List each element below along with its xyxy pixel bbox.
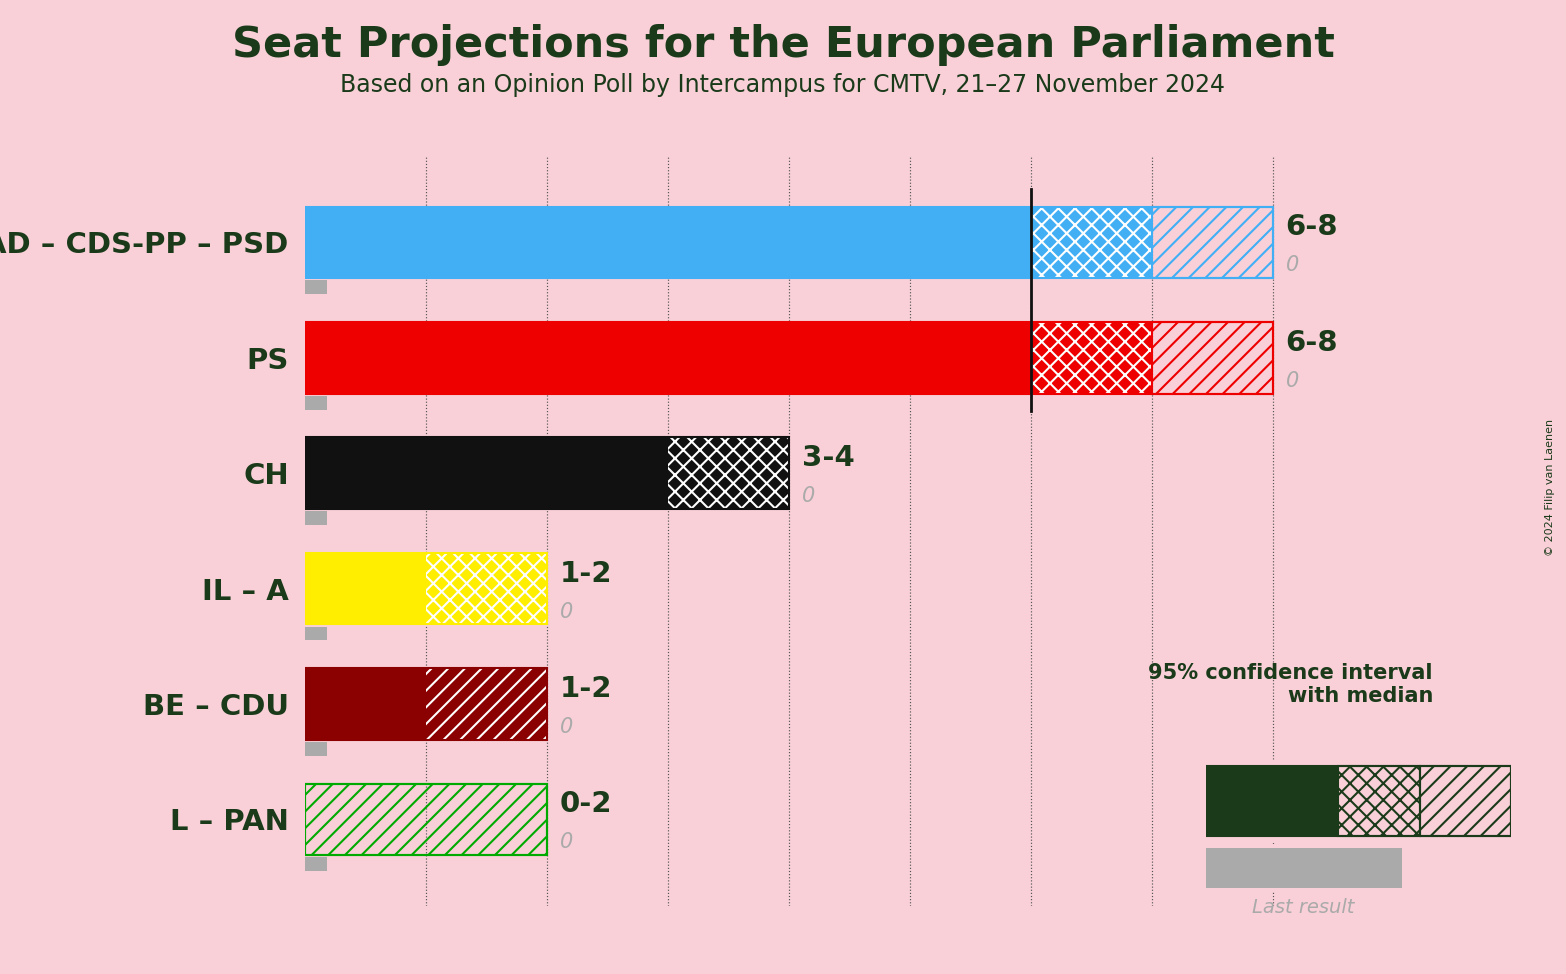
Bar <box>426 668 548 739</box>
Bar <box>1206 848 1402 887</box>
Bar <box>305 553 426 624</box>
Bar <box>1153 322 1273 393</box>
Bar <box>305 783 548 855</box>
Bar <box>1153 206 1273 279</box>
Bar <box>1337 766 1419 837</box>
Bar <box>305 742 327 756</box>
Bar <box>1419 766 1511 837</box>
Bar <box>305 783 548 855</box>
Bar <box>305 668 426 739</box>
Bar <box>426 553 548 624</box>
Text: Seat Projections for the European Parliament: Seat Projections for the European Parlia… <box>232 24 1334 66</box>
Bar <box>1206 766 1511 837</box>
Text: 0: 0 <box>559 833 573 852</box>
Text: Last result: Last result <box>1251 898 1355 918</box>
Bar <box>305 857 327 871</box>
Bar <box>305 626 327 641</box>
Bar <box>1206 766 1337 837</box>
Text: 1-2: 1-2 <box>559 559 612 587</box>
Bar <box>1032 206 1153 279</box>
Text: 0: 0 <box>1286 371 1298 391</box>
Bar <box>305 553 548 624</box>
Bar <box>305 395 327 410</box>
Bar <box>305 322 1273 393</box>
Bar <box>305 511 327 525</box>
Text: 6-8: 6-8 <box>1286 329 1337 356</box>
Bar <box>305 437 789 508</box>
Text: 0: 0 <box>802 486 814 506</box>
Bar <box>305 206 1032 279</box>
Text: 0-2: 0-2 <box>559 790 612 818</box>
Text: © 2024 Filip van Laenen: © 2024 Filip van Laenen <box>1546 419 1555 555</box>
Text: 3-4: 3-4 <box>802 444 855 472</box>
Text: 0: 0 <box>559 717 573 737</box>
Bar <box>305 322 1032 393</box>
Text: 0: 0 <box>1286 255 1298 276</box>
Bar <box>305 206 1273 279</box>
Bar <box>305 281 327 294</box>
Bar <box>305 437 669 508</box>
Text: 1-2: 1-2 <box>559 675 612 703</box>
Bar <box>305 668 548 739</box>
Bar <box>1032 322 1153 393</box>
Text: Based on an Opinion Poll by Intercampus for CMTV, 21–27 November 2024: Based on an Opinion Poll by Intercampus … <box>340 73 1226 97</box>
Text: 0: 0 <box>559 602 573 621</box>
Text: 6-8: 6-8 <box>1286 213 1337 242</box>
Text: 95% confidence interval
with median: 95% confidence interval with median <box>1148 663 1433 706</box>
Bar <box>669 437 789 508</box>
